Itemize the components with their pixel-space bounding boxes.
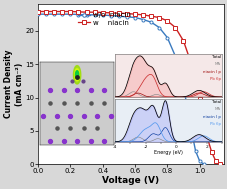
Legend: w/o  niacin, w    niacin: w/o niacin, w niacin — [75, 9, 133, 29]
X-axis label: Voltage (V): Voltage (V) — [102, 176, 159, 185]
Text: PDOS (a.u.): PDOS (a.u.) — [108, 62, 113, 90]
Y-axis label: Current Density
(mA cm⁻²): Current Density (mA cm⁻²) — [4, 50, 23, 119]
